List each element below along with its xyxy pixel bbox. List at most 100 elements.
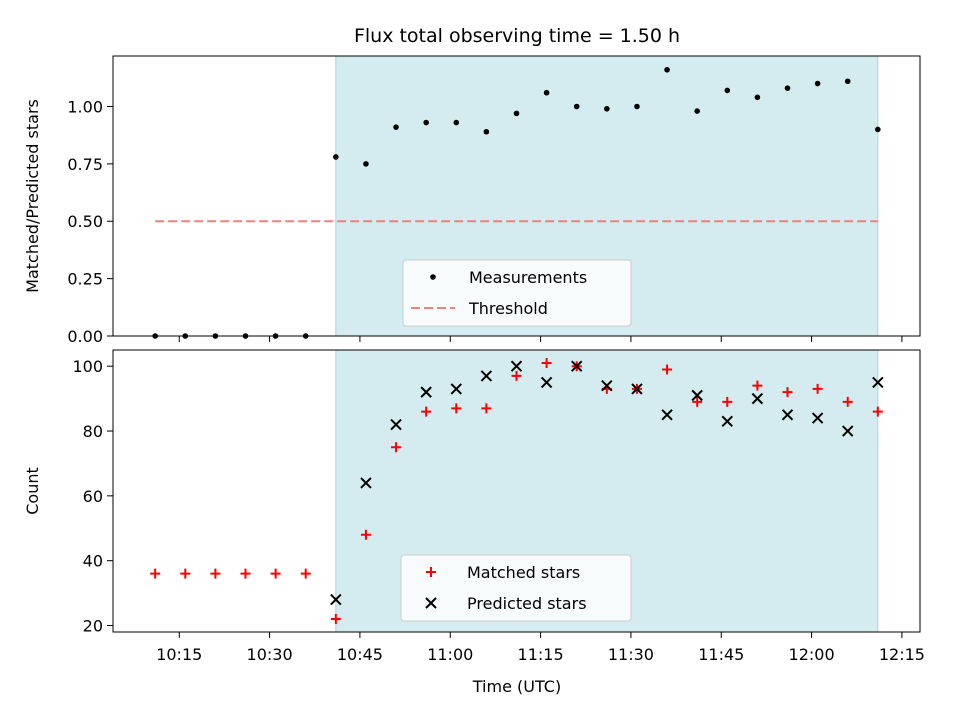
data-point: [811, 412, 824, 424]
y-tick-label: 0.50: [67, 212, 103, 231]
data-point: [872, 406, 883, 417]
x-tick-label: 11:15: [518, 645, 564, 664]
data-point: [510, 360, 523, 372]
data-point: [330, 593, 342, 606]
data-point: [722, 396, 733, 407]
data-point: [420, 386, 432, 398]
data-point: [513, 110, 520, 117]
data-point: [421, 406, 432, 417]
x-tick-label: 11:00: [427, 645, 473, 664]
y-tick-label: 0.25: [67, 270, 103, 289]
data-point: [782, 387, 793, 398]
data-point: [601, 379, 613, 392]
legend-box: [402, 259, 632, 327]
data-point: [450, 383, 462, 395]
data-point: [453, 119, 460, 126]
x-tick-label: 10:15: [156, 645, 202, 664]
series-measurements: [152, 66, 881, 339]
data-point: [842, 425, 854, 437]
x-tick-label: 10:30: [247, 645, 293, 664]
data-point: [451, 403, 462, 414]
data-point: [423, 119, 429, 126]
data-point: [784, 85, 791, 91]
y-tick-label: 0.75: [67, 155, 103, 174]
data-point: [393, 124, 399, 130]
data-point: [842, 396, 853, 407]
data-point: [300, 568, 311, 579]
data-point: [511, 370, 522, 381]
y-tick-label: 60: [83, 487, 103, 506]
data-point: [724, 87, 731, 94]
plot-frame: [112, 55, 921, 337]
x-tick-label: 12:15: [879, 645, 925, 664]
data-point: [363, 161, 369, 167]
data-point: [604, 105, 610, 112]
y-tick-label: 20: [83, 617, 103, 636]
legend: Measurements Threshold: [402, 259, 632, 327]
y-tick-label: 1.00: [67, 97, 103, 116]
data-point: [180, 568, 191, 579]
data-point: [814, 80, 821, 87]
series-predicted-stars: [330, 360, 884, 606]
data-point: [543, 89, 550, 96]
data-point: [844, 78, 851, 85]
data-point: [240, 568, 251, 579]
data-point: [573, 103, 580, 110]
y-tick-label: 100: [72, 357, 103, 376]
y-axis-label: Matched/Predicted stars: [23, 99, 42, 293]
data-point: [752, 380, 763, 391]
data-point: [541, 357, 552, 368]
data-point: [483, 128, 490, 135]
series-matched-stars: [150, 357, 883, 625]
legend-label: Predicted stars: [467, 594, 587, 613]
data-point: [571, 360, 583, 372]
data-point: [481, 403, 492, 414]
x-axis-label: Time (UTC): [472, 677, 561, 696]
data-point: [360, 477, 372, 489]
data-point: [634, 103, 640, 110]
data-point: [692, 396, 703, 407]
legend-label: Measurements: [469, 268, 587, 287]
data-point: [721, 415, 733, 428]
data-point: [210, 568, 221, 579]
x-tick-label: 11:30: [608, 645, 654, 664]
data-point: [270, 568, 281, 579]
data-point: [664, 66, 670, 73]
data-point: [391, 442, 402, 453]
legend-label: Matched stars: [467, 563, 580, 582]
data-point: [631, 383, 643, 395]
data-point: [360, 529, 371, 540]
data-point: [661, 409, 673, 421]
x-tick-label: 10:45: [337, 645, 383, 664]
legend-marker: [426, 567, 436, 577]
chart-title: Flux total observing time = 1.50 h: [354, 25, 680, 47]
data-point: [691, 389, 703, 402]
data-point: [875, 126, 881, 133]
legend: Matched stars Predicted stars: [400, 554, 632, 622]
plot-frame: [112, 349, 921, 633]
legend-box: [400, 554, 632, 622]
y-tick-label: 0.00: [67, 327, 103, 346]
data-point: [812, 383, 823, 394]
x-tick-label: 11:45: [698, 645, 744, 664]
bottom-panel: 20 40 60 80 100 10:15 10:30 10:45 11:00 11:15 11:3…: [23, 349, 925, 664]
data-point: [751, 392, 764, 405]
y-tick-label: 40: [83, 552, 103, 571]
data-point: [694, 108, 700, 114]
data-point: [872, 376, 884, 389]
legend-marker: [430, 274, 436, 280]
data-point: [662, 364, 673, 375]
data-point: [480, 370, 493, 382]
x-tick-label: 12:00: [789, 645, 835, 664]
legend-label: Threshold: [468, 299, 548, 318]
data-point: [754, 94, 761, 101]
y-axis-label: Count: [23, 467, 42, 515]
data-point: [330, 614, 341, 625]
data-point: [781, 409, 794, 421]
y-tick-label: 80: [83, 422, 103, 441]
data-point: [390, 418, 402, 431]
data-point: [540, 376, 553, 389]
legend-marker: [425, 597, 437, 609]
top-panel: 0.00 0.25 0.50 0.75 1.00 Matched/Predicted st…: [23, 55, 921, 346]
